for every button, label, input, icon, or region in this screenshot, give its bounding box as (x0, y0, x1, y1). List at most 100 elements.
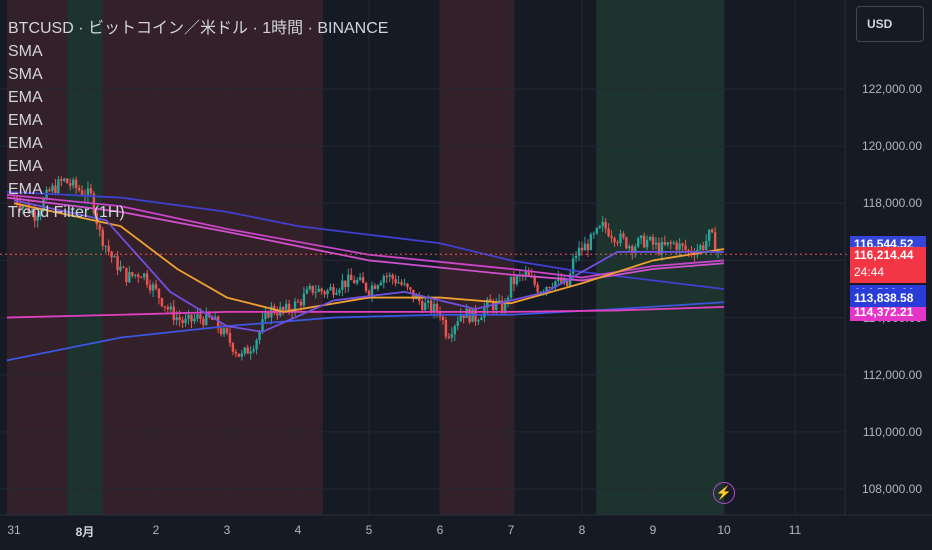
candle-body (710, 229, 714, 233)
candle-body (341, 280, 344, 290)
moving-average-line (13, 202, 725, 313)
candle-body (184, 318, 187, 324)
candle-body (702, 245, 705, 250)
candle-body (684, 245, 687, 250)
candle-body (193, 318, 196, 322)
candle-body (237, 353, 241, 357)
candle-body (583, 243, 587, 251)
candle-body (495, 302, 498, 310)
candle-body (107, 245, 110, 252)
candle-body (631, 246, 634, 253)
candle-body (261, 319, 264, 332)
indicator-label[interactable]: EMA (8, 158, 43, 175)
candle-body (190, 314, 193, 322)
candle-body (326, 290, 329, 295)
candle-body (89, 188, 93, 194)
candle-body (598, 226, 601, 229)
candle-body (376, 285, 380, 289)
candle-body (264, 311, 267, 320)
candle-body (432, 303, 436, 313)
candle-body (355, 279, 359, 284)
candle-body (181, 320, 184, 324)
candle-body (397, 282, 400, 284)
candle-body (503, 300, 507, 313)
candle-body (276, 313, 279, 316)
indicator-label[interactable]: SMA (8, 66, 43, 83)
indicator-label[interactable]: EMA (8, 112, 43, 129)
candle-body (379, 282, 383, 286)
candle-body (607, 228, 610, 237)
time-tick-label: 6 (436, 523, 444, 537)
indicator-label[interactable]: Trend Filter (1H) (8, 204, 125, 221)
candle-body (338, 289, 341, 293)
candle-body (160, 298, 164, 307)
moving-average-line (6, 306, 725, 319)
candle-body (284, 303, 288, 311)
candle-body (140, 277, 143, 279)
candle-body (21, 205, 25, 209)
candle-body (465, 308, 468, 319)
candle-body (400, 282, 403, 285)
candle-body (98, 224, 101, 230)
candle-body (145, 273, 149, 285)
time-tick-label: 2 (152, 523, 160, 537)
symbol-title[interactable]: BTCUSD · ビットコイン／米ドル · 1時間 · BINANCE (8, 20, 389, 37)
time-tick-label: 11 (788, 523, 802, 537)
indicator-label[interactable]: EMA (8, 89, 43, 106)
candle-body (57, 179, 60, 194)
candle-body (382, 276, 385, 283)
candle-body (441, 316, 445, 321)
indicator-label[interactable]: SMA (8, 43, 43, 60)
candle-body (580, 247, 584, 251)
candle-body (299, 301, 303, 306)
candle-body (63, 178, 66, 181)
candle-body (332, 287, 335, 295)
candle-body (595, 228, 598, 234)
candle-body (86, 188, 90, 197)
candle-body (486, 299, 489, 308)
candle-body (622, 233, 625, 238)
candle-body (367, 290, 371, 296)
candle-body (462, 314, 465, 319)
candle-body (234, 351, 238, 354)
candle-body (610, 236, 613, 239)
candle-body (243, 347, 246, 354)
candle-body (551, 286, 554, 288)
candle-body (252, 349, 255, 352)
candle-body (178, 317, 181, 321)
indicator-label[interactable]: EMA (8, 135, 43, 152)
candle-body (231, 342, 235, 352)
candle-body (364, 282, 368, 291)
candle-body (604, 221, 607, 229)
candle-body (571, 258, 575, 274)
candle-body (205, 312, 208, 325)
candle-body (258, 331, 261, 341)
indicator-label[interactable]: EMA (8, 181, 43, 198)
candle-body (477, 320, 480, 322)
candle-body (219, 328, 223, 335)
candle-body (225, 328, 229, 333)
candle-body (80, 190, 84, 196)
candle-body (18, 203, 22, 209)
candle-body (311, 285, 314, 293)
candle-body (175, 317, 178, 321)
candle-body (388, 274, 391, 277)
candle-body (672, 242, 675, 244)
candle-body (308, 285, 312, 290)
candle-body (222, 328, 226, 335)
candle-body (48, 189, 51, 192)
candle-body (293, 301, 297, 313)
current-price-value: 116,214.44 (854, 248, 914, 262)
price-label-lower: 114,372.21 (850, 304, 926, 321)
candle-body (296, 301, 300, 303)
lightning-icon[interactable]: ⚡ (713, 482, 735, 504)
candle-body (131, 272, 134, 276)
candle-body (128, 272, 131, 283)
candle-body (358, 277, 362, 280)
candle-body (512, 276, 516, 285)
currency-button[interactable]: USD (856, 6, 924, 42)
candle-body (429, 300, 433, 313)
candle-body (619, 233, 622, 244)
candle-body (267, 311, 270, 318)
